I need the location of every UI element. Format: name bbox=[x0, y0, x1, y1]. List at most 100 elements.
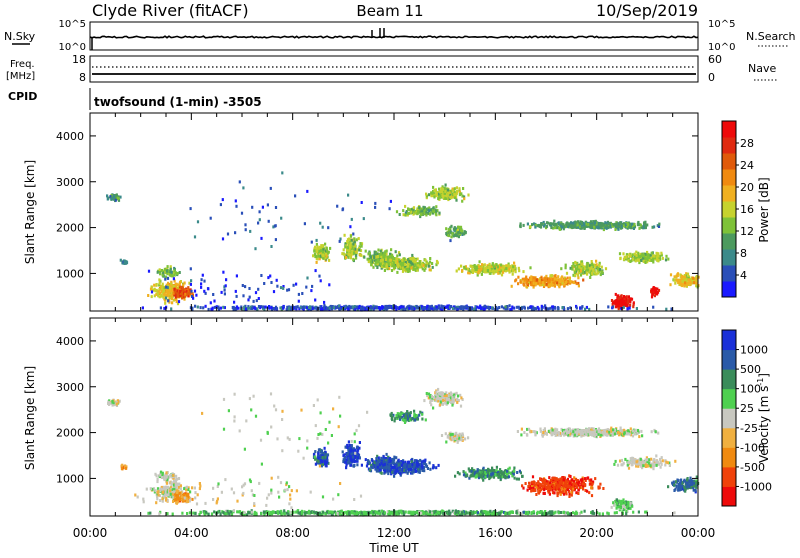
range-gate-cell bbox=[548, 278, 550, 281]
range-gate-cell bbox=[353, 252, 355, 255]
range-gate-cell bbox=[380, 252, 382, 255]
range-gate-cell bbox=[304, 222, 306, 225]
range-gate-cell bbox=[425, 264, 427, 267]
range-gate-cell bbox=[181, 297, 183, 300]
range-gate-cell bbox=[257, 288, 259, 291]
range-gate-cell bbox=[344, 456, 346, 459]
range-gate-cell bbox=[244, 285, 246, 288]
range-gate-cell bbox=[260, 237, 262, 240]
range-gate-cell bbox=[665, 308, 667, 311]
range-gate-cell bbox=[435, 205, 437, 208]
range-gate-cell bbox=[363, 256, 365, 259]
range-gate-cell bbox=[347, 308, 349, 311]
range-gate-cell bbox=[395, 250, 397, 253]
range-gate-cell bbox=[355, 257, 357, 260]
range-gate-cell bbox=[365, 458, 367, 461]
range-gate-cell bbox=[208, 308, 210, 311]
range-gate-cell bbox=[590, 220, 592, 223]
range-gate-cell bbox=[358, 249, 360, 252]
range-gate-cell bbox=[353, 460, 355, 463]
range-gate-cell bbox=[411, 254, 413, 257]
range-gate-cell bbox=[344, 234, 346, 237]
range-gate-cell bbox=[346, 242, 348, 245]
range-gate-cell bbox=[370, 256, 372, 259]
range-gate-cell bbox=[298, 300, 300, 303]
range-gate-cell bbox=[569, 224, 571, 227]
range-gate-cell bbox=[316, 261, 318, 264]
range-gate-cell bbox=[361, 464, 363, 467]
range-gate-cell bbox=[399, 253, 401, 256]
range-gate-cell bbox=[435, 210, 437, 213]
range-gate-cell bbox=[533, 308, 535, 311]
range-gate-cell bbox=[154, 288, 156, 291]
range-gate-cell bbox=[696, 278, 698, 281]
range-gate-cell bbox=[591, 260, 593, 263]
range-gate-cell bbox=[479, 305, 481, 308]
range-gate-cell bbox=[433, 307, 435, 310]
range-gate-cell bbox=[393, 475, 395, 478]
range-gate-cell bbox=[170, 493, 172, 496]
range-gate-cell bbox=[565, 278, 567, 281]
range-gate-cell bbox=[571, 268, 573, 271]
range-gate-cell bbox=[393, 262, 395, 265]
range-gate-cell bbox=[384, 269, 386, 272]
nsearch-tick-low: 10^0 bbox=[708, 42, 735, 53]
range-gate-cell bbox=[505, 267, 507, 270]
range-gate-cell bbox=[447, 189, 449, 192]
range-gate-cell bbox=[282, 307, 284, 310]
range-gate-cell bbox=[529, 266, 531, 269]
range-gate-cell bbox=[349, 225, 351, 228]
range-gate-cell bbox=[171, 301, 173, 304]
range-gate-cell bbox=[239, 180, 241, 183]
range-gate-cell bbox=[588, 308, 590, 311]
range-gate-cell bbox=[519, 280, 521, 283]
range-gate-cell bbox=[242, 186, 244, 189]
range-gate-cell bbox=[251, 307, 253, 310]
range-gate-cell bbox=[352, 233, 354, 236]
range-gate-cell bbox=[377, 255, 379, 258]
range-gate-cell bbox=[373, 461, 375, 464]
range-gate-cell bbox=[182, 287, 184, 290]
range-gate-cell bbox=[384, 251, 386, 254]
range-gate-cell bbox=[583, 223, 585, 226]
range-gate-cell bbox=[470, 265, 472, 268]
range-gate-cell bbox=[210, 217, 212, 220]
nave-tick-high: 60 bbox=[708, 53, 722, 66]
range-gate-cell bbox=[675, 279, 677, 282]
range-gate-cell bbox=[236, 274, 238, 277]
range-gate-cell bbox=[161, 269, 163, 272]
range-gate-cell bbox=[454, 226, 456, 229]
range-gate-cell bbox=[155, 501, 157, 504]
range-gate-cell bbox=[236, 295, 238, 298]
range-gate-cell bbox=[628, 307, 630, 310]
power-colorbar-swatch bbox=[722, 249, 736, 266]
range-gate-cell bbox=[523, 224, 525, 227]
range-tick-label: 4000 bbox=[56, 130, 84, 143]
range-gate-cell bbox=[677, 281, 679, 284]
range-gate-cell bbox=[359, 441, 361, 444]
range-gate-cell bbox=[551, 274, 553, 277]
range-gate-cell bbox=[142, 306, 144, 309]
range-gate-cell bbox=[580, 263, 582, 266]
range-gate-cell bbox=[462, 187, 464, 190]
range-gate-cell bbox=[584, 308, 586, 311]
range-gate-cell bbox=[220, 203, 222, 206]
range-gate-cell bbox=[354, 455, 356, 458]
range-gate-cell bbox=[583, 227, 585, 230]
range-gate-cell bbox=[166, 289, 168, 292]
power-colorbar-swatch bbox=[722, 169, 736, 186]
range-gate-cell bbox=[653, 255, 655, 258]
range-gate-cell bbox=[576, 307, 578, 310]
range-gate-cell bbox=[589, 276, 591, 279]
range-gate-cell bbox=[178, 300, 180, 303]
range-gate-cell bbox=[382, 259, 384, 262]
range-gate-cell bbox=[396, 254, 398, 257]
range-gate-cell bbox=[269, 275, 271, 278]
range-gate-cell bbox=[110, 197, 112, 200]
range-gate-cell bbox=[172, 500, 174, 503]
range-gate-cell bbox=[172, 274, 174, 277]
range-gate-cell bbox=[656, 288, 658, 291]
range-gate-cell bbox=[224, 289, 226, 292]
